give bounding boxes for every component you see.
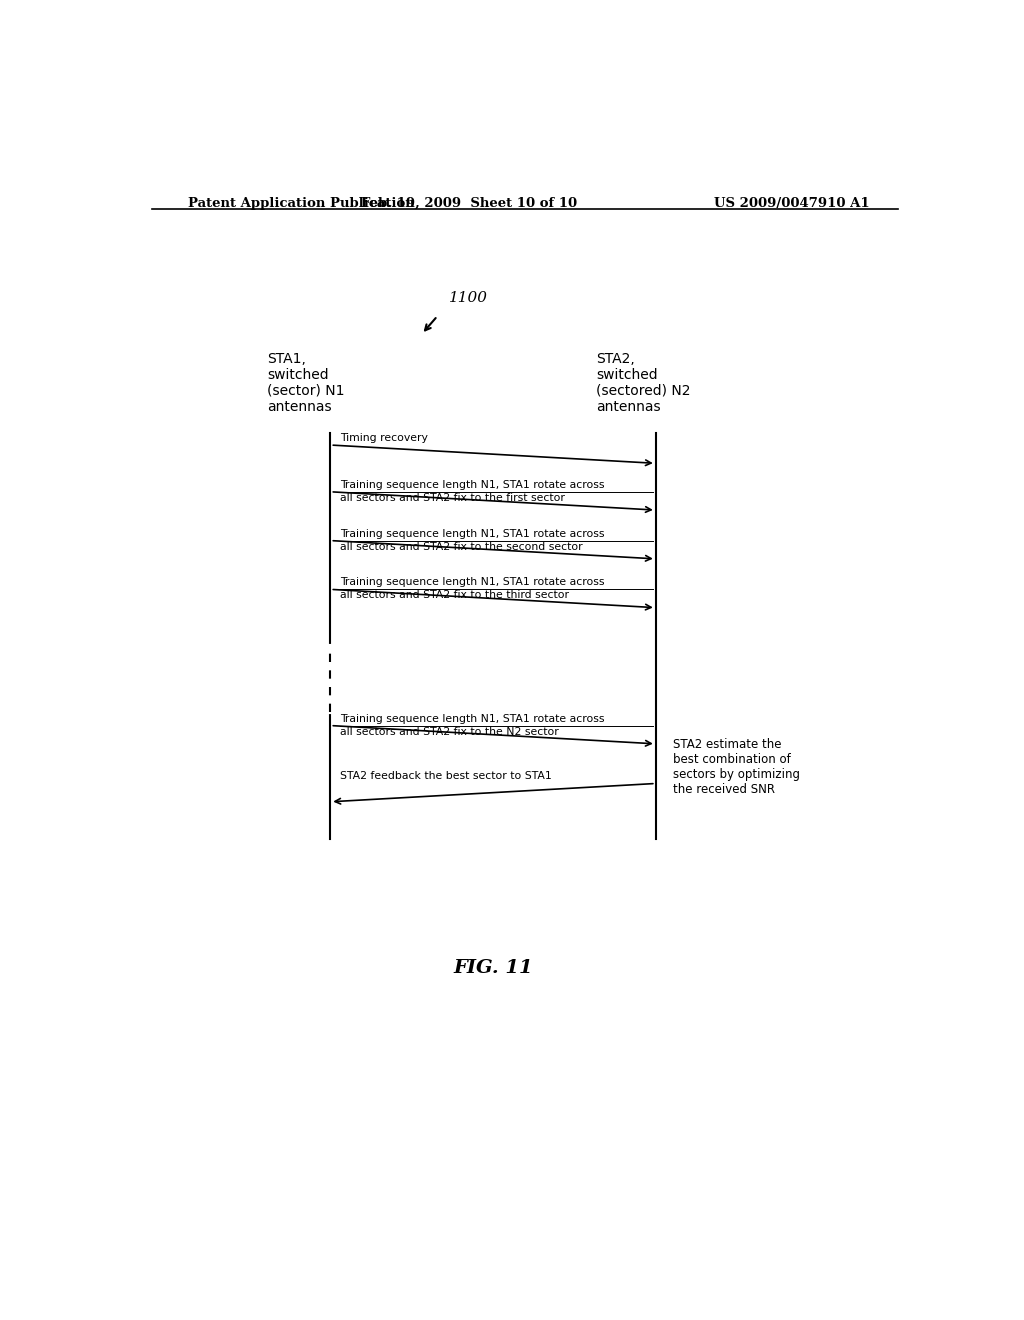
Text: STA2 estimate the
best combination of
sectors by optimizing
the received SNR: STA2 estimate the best combination of se… <box>673 738 800 796</box>
Text: STA2,
switched
(sectored) N2
antennas: STA2, switched (sectored) N2 antennas <box>596 351 691 414</box>
Text: STA1,
switched
(sector) N1
antennas: STA1, switched (sector) N1 antennas <box>267 351 344 414</box>
Text: Timing recovery: Timing recovery <box>340 433 428 444</box>
Text: US 2009/0047910 A1: US 2009/0047910 A1 <box>715 197 870 210</box>
Text: all sectors and STA2 fix to the second sector: all sectors and STA2 fix to the second s… <box>340 541 583 552</box>
Text: Feb. 19, 2009  Sheet 10 of 10: Feb. 19, 2009 Sheet 10 of 10 <box>361 197 578 210</box>
Text: all sectors and STA2 fix to the first sector: all sectors and STA2 fix to the first se… <box>340 492 565 503</box>
Text: all sectors and STA2 fix to the third sector: all sectors and STA2 fix to the third se… <box>340 590 569 601</box>
Text: Training sequence length N1, STA1 rotate across: Training sequence length N1, STA1 rotate… <box>340 479 604 490</box>
Text: Patent Application Publication: Patent Application Publication <box>187 197 415 210</box>
Text: Training sequence length N1, STA1 rotate across: Training sequence length N1, STA1 rotate… <box>340 577 604 587</box>
Text: STA2 feedback the best sector to STA1: STA2 feedback the best sector to STA1 <box>340 771 552 781</box>
Text: Training sequence length N1, STA1 rotate across: Training sequence length N1, STA1 rotate… <box>340 714 604 723</box>
Text: 1100: 1100 <box>450 290 488 305</box>
Text: Training sequence length N1, STA1 rotate across: Training sequence length N1, STA1 rotate… <box>340 528 604 539</box>
Text: FIG. 11: FIG. 11 <box>454 958 532 977</box>
Text: all sectors and STA2 fix to the N2 sector: all sectors and STA2 fix to the N2 secto… <box>340 726 559 737</box>
